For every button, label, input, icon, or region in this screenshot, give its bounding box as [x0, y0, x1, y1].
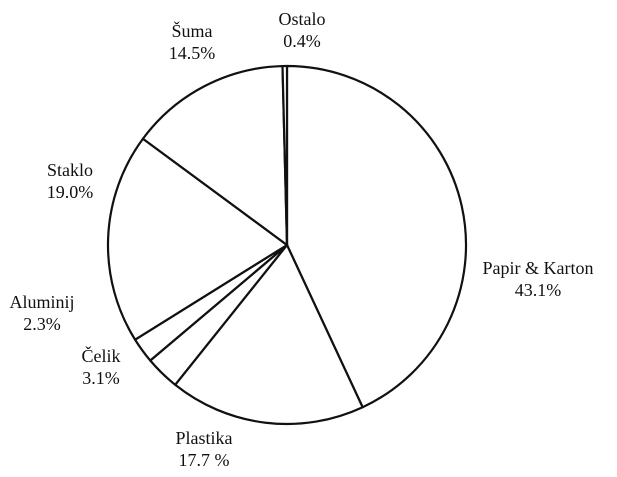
slice-category-label: Staklo [47, 160, 93, 180]
slice-value-label: 19.0% [47, 182, 94, 202]
slice-label-plastika: Plastika 17.7 % [176, 428, 233, 470]
slice-label-papir-and-karton: Papir & Karton 43.1% [483, 258, 594, 300]
slice-category-label: Čelik [82, 345, 121, 366]
pie-slice-ostalo [281, 64, 289, 247]
slice-label-aluminij: Aluminij 2.3% [9, 292, 74, 334]
slice-value-label: 0.4% [283, 31, 321, 51]
pie-slice-staklo [106, 137, 289, 341]
slice-category-label: Plastika [176, 428, 233, 448]
pie-slice-plastika [174, 243, 364, 426]
pie-slice-suma [141, 64, 289, 247]
slice-value-label: 17.7 % [179, 450, 230, 470]
slice-category-label: Aluminij [9, 292, 74, 312]
slice-category-label: Ostalo [279, 9, 326, 29]
slice-label-celik: Čelik 3.1% [82, 345, 121, 388]
slice-label-ostalo: Ostalo 0.4% [279, 9, 326, 51]
slice-label-suma: Šuma 14.5% [169, 20, 216, 63]
pie-labels: Papir & Karton 43.1% Plastika 17.7 % Čelik 3.… [9, 9, 593, 470]
slice-category-label: Papir & Karton [483, 258, 594, 278]
slice-category-label: Šuma [171, 20, 212, 41]
slice-value-label: 43.1% [515, 280, 562, 300]
pie-slices [106, 64, 468, 426]
slice-value-label: 14.5% [169, 43, 216, 63]
slice-label-staklo: Staklo 19.0% [47, 160, 94, 202]
slice-value-label: 3.1% [82, 368, 120, 388]
pie-slice-papir-and-karton [285, 64, 468, 409]
slice-value-label: 2.3% [23, 314, 61, 334]
